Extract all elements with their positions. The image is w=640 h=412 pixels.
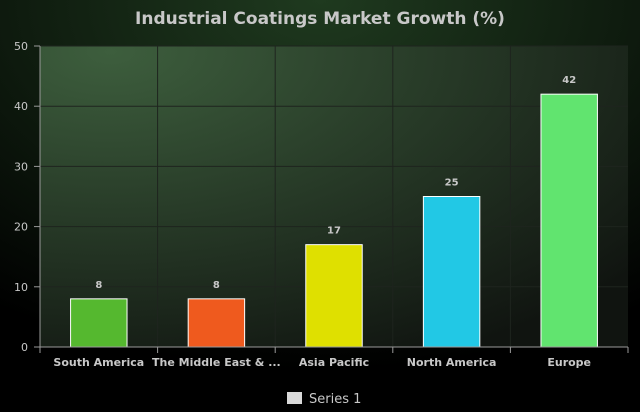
bar [70, 298, 128, 348]
data-label: 17 [327, 226, 341, 237]
y-tick-label: 50 [14, 40, 28, 53]
y-tick-label: 40 [14, 100, 28, 113]
data-label: 25 [445, 178, 459, 189]
x-tick-label: The Middle East & ... [152, 356, 281, 369]
legend-swatch [287, 392, 302, 404]
x-tick-label: South America [53, 356, 144, 369]
data-label: 8 [95, 280, 102, 291]
legend-label: Series 1 [309, 392, 361, 407]
x-tick-label: Europe [547, 356, 591, 369]
grid-lines [40, 45, 628, 347]
legend: Series 1 [287, 392, 361, 407]
x-tick-label: Asia Pacific [299, 356, 369, 369]
y-tick-label: 0 [21, 341, 28, 354]
axes: 0 10 20 30 40 50 South America The Middle East … [14, 40, 629, 369]
bar [422, 196, 481, 348]
x-tick-label: North America [407, 356, 497, 369]
bar [540, 93, 598, 348]
chart-title: Industrial Coatings Market Growth (%) [135, 9, 505, 29]
data-label: 42 [562, 75, 576, 86]
y-tick-label: 10 [14, 281, 28, 294]
y-tick-label: 30 [14, 160, 28, 173]
y-tick-label: 20 [14, 221, 28, 234]
bar [305, 244, 363, 348]
bar [187, 298, 246, 348]
data-label: 8 [213, 280, 220, 291]
